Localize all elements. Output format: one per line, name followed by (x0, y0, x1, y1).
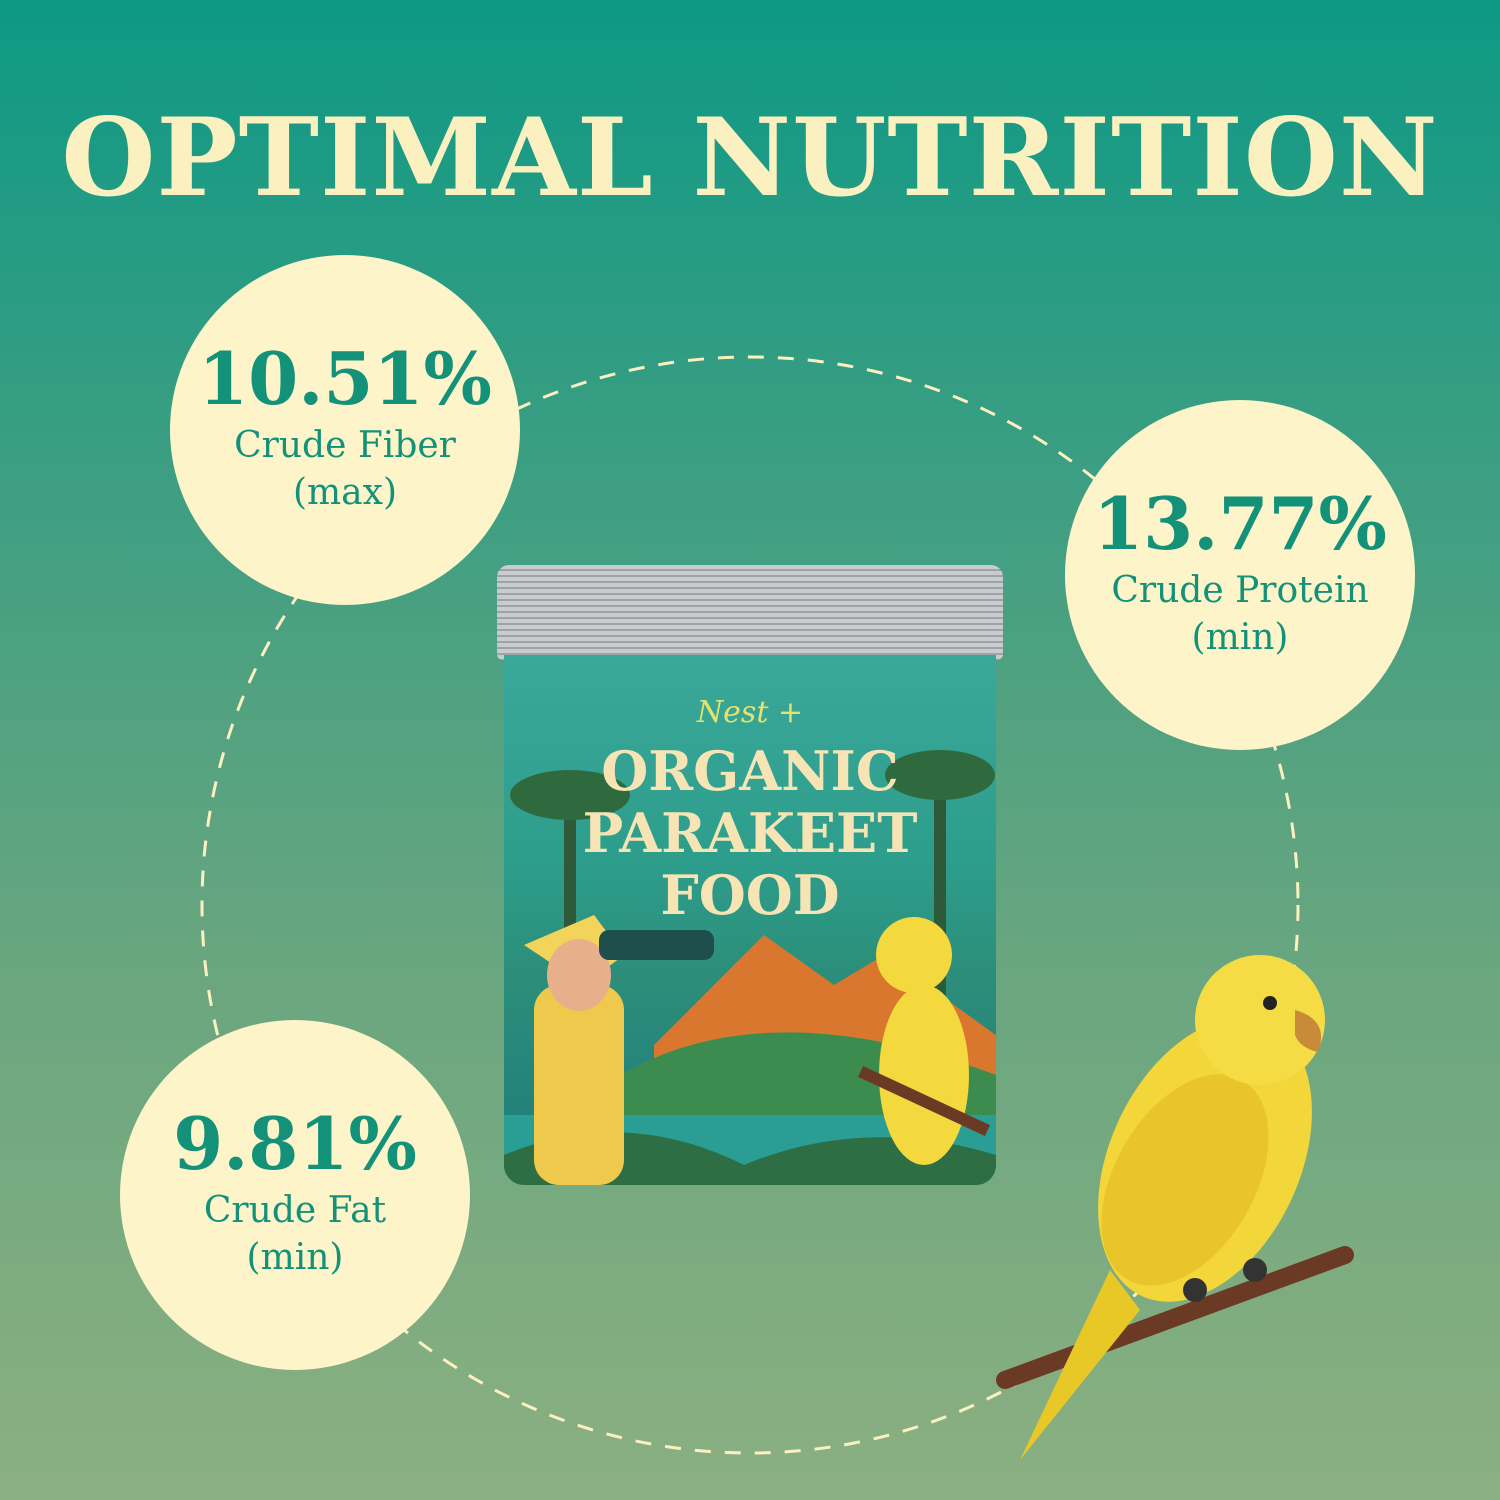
stat-label: Crude Fat (203, 1190, 387, 1232)
stat-qualifier: (max) (293, 472, 397, 513)
can-label: Nest + ORGANIC PARAKEET FOOD (504, 655, 996, 1185)
page-title: OPTIMAL NUTRITION (61, 95, 1439, 221)
stat-value: 9.81% (173, 1101, 417, 1187)
can-lid (497, 565, 1003, 660)
product-name: ORGANIC PARAKEET FOOD (504, 740, 996, 926)
stat-crude-protein: 13.77% Crude Protein (min) (1065, 400, 1415, 750)
product-name-line: ORGANIC (601, 739, 899, 803)
label-illustration (504, 750, 996, 1185)
stat-qualifier: (min) (1191, 617, 1289, 658)
brand-logo: Nest + (696, 695, 804, 730)
stat-label: Crude Fiber (234, 425, 456, 467)
stat-value: 13.77% (1093, 481, 1387, 567)
stat-crude-fiber: 10.51% Crude Fiber (max) (170, 255, 520, 605)
stat-value: 10.51% (198, 336, 492, 422)
stat-crude-fat: 9.81% Crude Fat (min) (120, 1020, 470, 1370)
product-name-line: PARAKEET (582, 801, 918, 866)
stat-qualifier: (min) (246, 1237, 344, 1278)
product-can: Nest + ORGANIC PARAKEET FOOD (492, 565, 1008, 1195)
product-name-line: FOOD (660, 863, 840, 928)
stat-label: Crude Protein (1111, 570, 1369, 612)
